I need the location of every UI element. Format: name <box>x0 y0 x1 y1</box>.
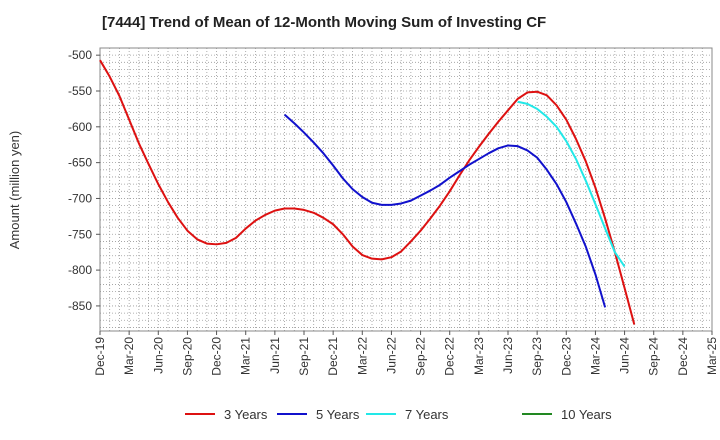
y-axis: -500 -550 -600 -650 -700 -750 -800 -850 <box>68 48 100 313</box>
x-tick-label: Dec-21 <box>326 337 340 376</box>
legend: 3 Years 5 Years 7 Years 10 Years <box>185 407 612 422</box>
y-tick-label: -600 <box>68 120 92 134</box>
x-tick-label: Dec-24 <box>676 337 690 376</box>
x-tick-label: Jun-21 <box>268 337 282 374</box>
series-line-3-years <box>99 59 636 325</box>
y-tick-label: -500 <box>68 48 92 62</box>
x-tick-label: Mar-24 <box>588 337 602 375</box>
chart-title: [7444] Trend of Mean of 12-Month Moving … <box>102 14 547 31</box>
legend-label-10-years: 10 Years <box>561 407 612 422</box>
series-line-7-years <box>517 100 626 268</box>
legend-label-3-years: 3 Years <box>224 407 268 422</box>
x-tick-label: Sep-24 <box>647 337 661 376</box>
plot-area <box>100 48 712 331</box>
y-tick-label: -650 <box>68 156 92 170</box>
y-tick-label: -850 <box>68 299 92 313</box>
plot-border <box>99 47 713 332</box>
x-tick-label: Dec-22 <box>443 337 457 376</box>
x-tick-label: Jun-23 <box>501 337 515 374</box>
x-tick-label: Dec-20 <box>210 337 224 376</box>
series-line-5-years <box>283 113 607 308</box>
x-tick-label: Mar-20 <box>122 337 136 375</box>
x-tick-label: Mar-22 <box>355 337 369 375</box>
x-tick-label: Dec-19 <box>93 337 107 376</box>
x-tick-label: Sep-21 <box>297 337 311 376</box>
y-tick-label: -550 <box>68 84 92 98</box>
y-tick-label: -800 <box>68 263 92 277</box>
series-lines <box>99 59 636 325</box>
legend-label-5-years: 5 Years <box>316 407 360 422</box>
x-tick-label: Jun-24 <box>618 337 632 374</box>
x-tick-label: Jun-22 <box>384 337 398 374</box>
x-tick-label: Mar-25 <box>705 337 719 375</box>
x-tick-label: Mar-21 <box>239 337 253 375</box>
y-tick-label: -750 <box>68 227 92 241</box>
x-axis: Dec-19 Mar-20 Jun-20 Sep-20 Dec-20 Mar-21 Jun-… <box>93 331 719 376</box>
y-axis-title: Amount (million yen) <box>7 131 22 250</box>
y-tick-label: -700 <box>68 191 92 205</box>
x-tick-label: Jun-20 <box>151 337 165 374</box>
x-tick-label: Dec-23 <box>559 337 573 376</box>
legend-label-7-years: 7 Years <box>405 407 449 422</box>
x-tick-label: Sep-20 <box>180 337 194 376</box>
x-tick-label: Sep-22 <box>414 337 428 376</box>
horizontal-grid <box>100 54 712 328</box>
x-tick-label: Mar-23 <box>472 337 486 375</box>
x-tick-label: Sep-23 <box>530 337 544 376</box>
